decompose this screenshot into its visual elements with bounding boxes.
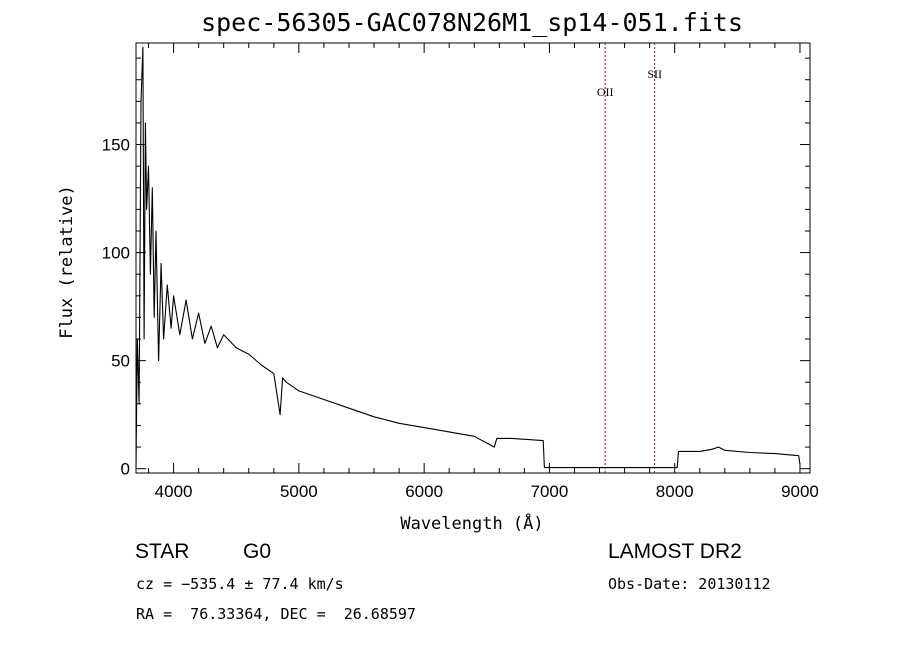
x-tick-label: 6000: [405, 482, 443, 501]
y-axis-label: Flux (relative): [57, 185, 77, 339]
observation-date: Obs-Date: 20130112: [608, 575, 771, 593]
object-class: STAR: [135, 540, 190, 563]
coordinates: RA = 76.33364, DEC = 26.68597: [136, 605, 416, 623]
x-tick-label: 7000: [531, 482, 569, 501]
plot-area: 4000 5000 6000 7000 8000 9000 0 50 100 150 OII SII: [102, 42, 819, 501]
object-subclass: G0: [243, 540, 272, 563]
y-tick-label: 50: [111, 352, 130, 371]
vline-label-oii: OII: [597, 85, 614, 99]
chart-title: spec-56305-GAC078N26M1_sp14-051.fits: [201, 8, 743, 37]
x-axis-label: Wavelength (Å): [400, 512, 543, 534]
y-tick-label: 100: [102, 244, 130, 263]
vline-label-sii: SII: [647, 67, 662, 81]
x-tick-label: 4000: [155, 482, 193, 501]
x-tick-label: 8000: [656, 482, 694, 501]
y-tick-label: 0: [121, 460, 130, 479]
y-tick-label: 150: [102, 136, 130, 155]
survey-name: LAMOST DR2: [608, 540, 742, 563]
spectrum-line: [135, 46, 801, 469]
redshift-velocity: cz = −535.4 ± 77.4 km/s: [136, 575, 344, 593]
x-tick-label: 5000: [280, 482, 318, 501]
plot-frame: [135, 42, 811, 474]
x-tick-label: 9000: [781, 482, 819, 501]
